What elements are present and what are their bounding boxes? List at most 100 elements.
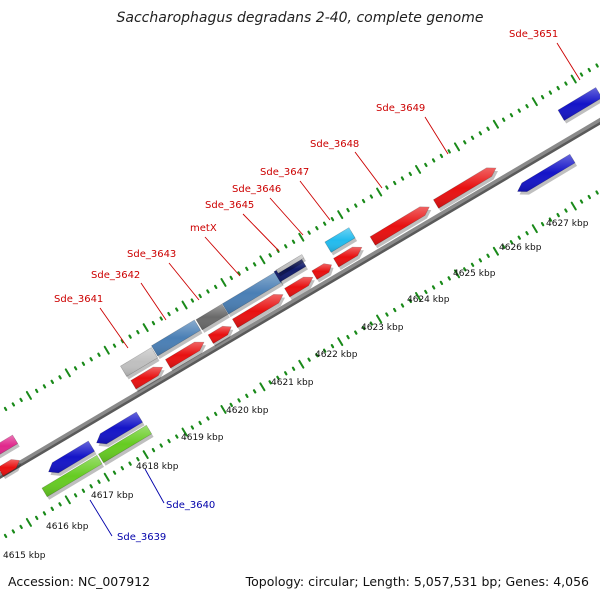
feature-blue-far-sheen xyxy=(558,87,600,121)
feature-magenta-1-sheen xyxy=(0,435,18,455)
minor-tick xyxy=(252,262,257,267)
gene-label-sde-3649[interactable]: Sde_3649 xyxy=(376,103,425,114)
minor-tick xyxy=(431,158,436,163)
gene-features xyxy=(0,87,600,500)
minor-tick xyxy=(509,240,514,245)
minor-tick xyxy=(447,276,451,281)
major-tick xyxy=(103,472,110,482)
leader-line-11 xyxy=(89,499,113,537)
minor-tick xyxy=(424,162,428,168)
minor-tick xyxy=(385,185,389,190)
minor-tick xyxy=(501,117,506,122)
minor-tick xyxy=(97,479,101,484)
minor-tick xyxy=(330,344,335,349)
minor-tick xyxy=(540,95,545,100)
minor-tick xyxy=(579,199,584,204)
tick-label-4622: 4622 kbp xyxy=(315,350,358,360)
gene-label-sde-3640[interactable]: Sde_3640 xyxy=(166,500,215,511)
feature-magenta-1 xyxy=(0,434,20,459)
major-tick xyxy=(25,517,32,527)
minor-tick xyxy=(509,113,514,118)
major-tick xyxy=(298,359,305,369)
major-tick xyxy=(220,404,227,414)
minor-tick xyxy=(120,339,125,344)
minor-tick xyxy=(3,533,8,539)
minor-tick xyxy=(307,357,311,362)
gene-label-sde-3643[interactable]: Sde_3643 xyxy=(127,249,176,260)
minor-tick xyxy=(486,253,490,258)
tick-label-4620: 4620 kbp xyxy=(226,406,269,416)
cds-sde-3647 xyxy=(333,246,364,271)
gene-label-sde-3641[interactable]: Sde_3641 xyxy=(54,294,103,305)
tick-dot-tracks xyxy=(3,63,599,539)
major-tick xyxy=(337,337,344,347)
minor-tick xyxy=(198,293,202,299)
minor-tick xyxy=(3,406,8,412)
tick-label-4616: 4616 kbp xyxy=(46,522,89,532)
minor-tick xyxy=(385,312,389,317)
minor-tick xyxy=(19,397,23,403)
trna-green-1-sheen xyxy=(98,425,152,463)
major-tick xyxy=(570,74,577,84)
minor-tick xyxy=(315,226,319,231)
gene-label-sde-3651[interactable]: Sde_3651 xyxy=(509,29,558,40)
minor-tick xyxy=(322,348,327,353)
tick-label-4618: 4618 kbp xyxy=(136,462,179,472)
tick-label-4626: 4626 kbp xyxy=(499,243,542,253)
minor-tick xyxy=(478,258,483,263)
minor-tick xyxy=(322,221,327,226)
cds-sde-3639-blue-sheen xyxy=(48,440,95,473)
minor-tick xyxy=(112,343,117,348)
major-tick xyxy=(415,292,422,301)
gene-label-sde-3648[interactable]: Sde_3648 xyxy=(310,139,359,150)
minor-tick xyxy=(268,380,272,385)
cds-blue-right xyxy=(517,153,578,195)
minor-tick xyxy=(34,388,39,394)
minor-tick xyxy=(525,104,529,109)
minor-tick xyxy=(19,524,23,530)
feature-steel-1 xyxy=(151,319,203,360)
minor-tick xyxy=(424,289,428,295)
feature-blue-far xyxy=(557,87,600,124)
leader-line-0 xyxy=(99,307,129,349)
minor-tick xyxy=(361,325,366,331)
minor-tick xyxy=(291,366,296,371)
minor-tick xyxy=(346,207,350,213)
gene-label-sde-3642[interactable]: Sde_3642 xyxy=(91,270,140,281)
leader-line-2 xyxy=(168,262,200,301)
cds-sde-3642 xyxy=(165,341,207,372)
minor-tick xyxy=(346,334,350,340)
major-tick xyxy=(64,495,71,505)
trna-green-2 xyxy=(41,454,105,500)
gene-label-sde-3645[interactable]: Sde_3645 xyxy=(205,200,254,211)
gene-label-sde-3647[interactable]: Sde_3647 xyxy=(260,167,309,178)
gene-label-metx[interactable]: metX xyxy=(190,223,217,234)
minor-tick xyxy=(175,307,179,312)
feature-dark-1-sheen xyxy=(196,304,228,330)
cds-sde-3641-sheen xyxy=(130,367,163,390)
leader-line-5 xyxy=(269,197,304,236)
gene-label-sde-3639[interactable]: Sde_3639 xyxy=(117,532,166,543)
minor-tick xyxy=(190,298,195,303)
leader-line-4 xyxy=(242,213,280,252)
trna-green-1 xyxy=(98,424,154,466)
minor-tick xyxy=(525,231,529,236)
minor-tick xyxy=(463,140,467,145)
major-tick xyxy=(492,246,499,256)
minor-tick xyxy=(229,402,233,408)
feature-grey-2-shadow xyxy=(278,257,306,277)
minor-tick xyxy=(556,85,560,91)
minor-tick xyxy=(159,443,163,448)
minor-tick xyxy=(284,244,288,249)
major-tick xyxy=(220,277,227,287)
minor-tick xyxy=(587,194,592,200)
minor-tick xyxy=(470,135,475,140)
minor-tick xyxy=(252,389,257,394)
cds-metx xyxy=(232,294,286,331)
minor-tick xyxy=(81,488,86,493)
minor-tick xyxy=(501,244,506,249)
feature-steel-2 xyxy=(221,271,284,318)
major-tick xyxy=(453,142,461,152)
gene-label-sde-3646[interactable]: Sde_3646 xyxy=(232,184,281,195)
cds-sde-3648 xyxy=(369,206,432,249)
